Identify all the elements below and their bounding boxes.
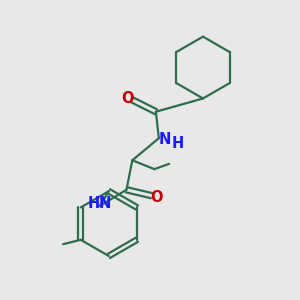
Text: N: N [159, 132, 172, 147]
Text: H: H [87, 196, 100, 211]
Text: O: O [121, 91, 133, 106]
Text: O: O [151, 190, 163, 205]
Text: N: N [99, 196, 111, 211]
Text: H: H [172, 136, 184, 151]
